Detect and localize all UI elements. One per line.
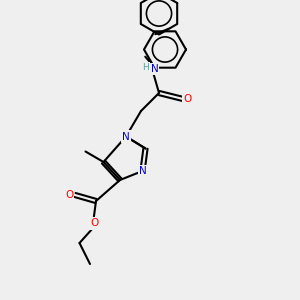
Text: O: O	[65, 190, 73, 200]
Text: O: O	[183, 94, 192, 104]
Text: H: H	[142, 63, 149, 72]
Text: N: N	[151, 64, 158, 74]
Text: N: N	[139, 166, 146, 176]
Text: N: N	[122, 131, 130, 142]
Text: O: O	[90, 218, 99, 229]
